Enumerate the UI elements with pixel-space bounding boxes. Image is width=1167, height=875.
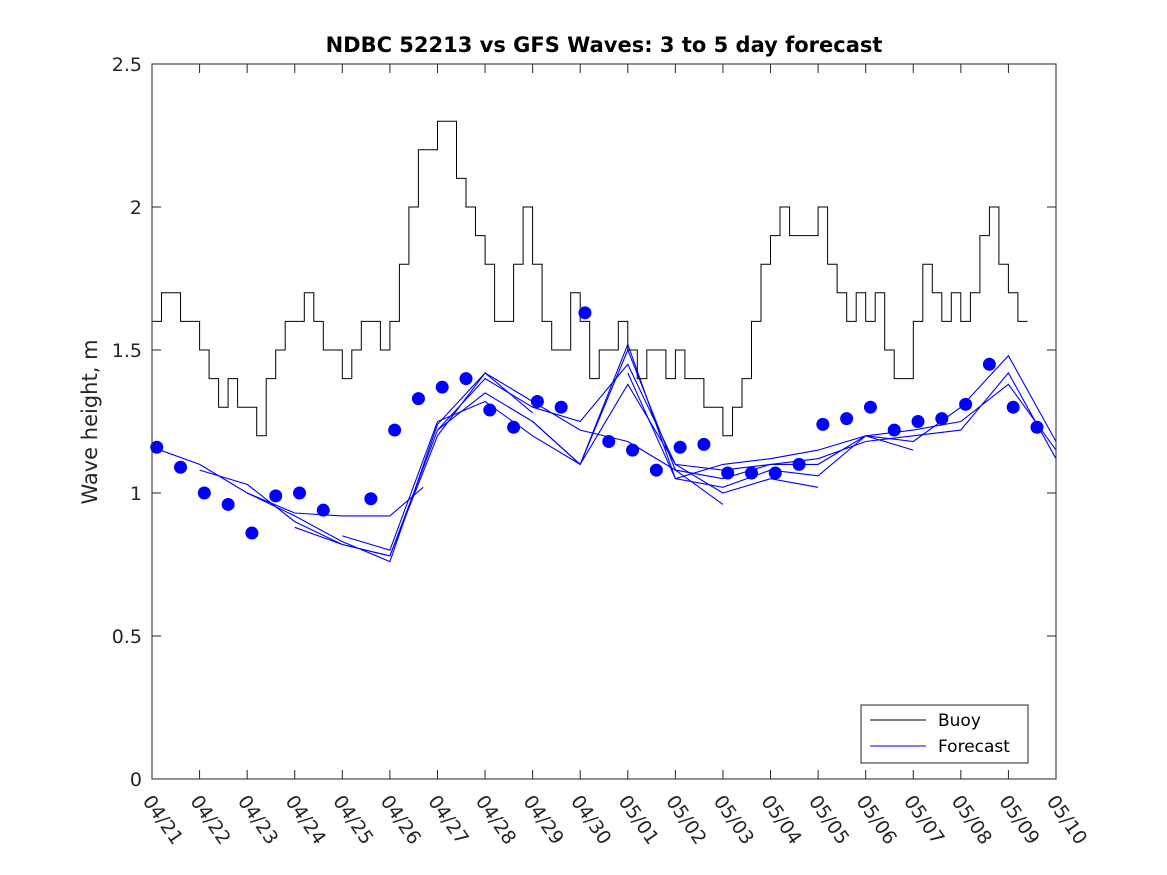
legend-buoy-label: Buoy [938,711,981,731]
forecast-marker [982,357,996,371]
forecast-marker [483,403,497,417]
forecast-marker [792,457,806,471]
y-tick-label: 2 [130,197,142,219]
axes-box [151,63,1057,780]
forecast-marker [840,412,854,426]
forecast-marker [459,372,473,386]
y-tick-label: 0.5 [112,626,142,648]
forecast-marker [150,440,164,454]
y-tick-label: 0 [130,769,142,791]
forecast-marker [863,400,877,414]
y-axis-label: Wave height, m [78,339,102,504]
forecast-marker [578,306,592,320]
forecast-marker [768,466,782,480]
forecast-marker [673,440,687,454]
forecast-marker [1030,420,1044,434]
forecast-marker [435,380,449,394]
legend: Buoy Forecast [860,704,1029,764]
forecast-marker [626,443,640,457]
forecast-marker [388,423,402,437]
forecast-marker [959,397,973,411]
forecast-run-line-7 [627,354,1057,480]
forecast-marker [316,503,330,517]
forecast-marker [197,486,211,500]
forecast-marker [245,526,259,540]
legend-box [860,704,1029,764]
forecast-marker [174,460,188,474]
chart-title: NDBC 52213 vs GFS Waves: 3 to 5 day fore… [326,33,883,57]
forecast-marker [697,437,711,451]
y-tick-label: 2.5 [112,54,142,76]
forecast-marker [530,394,544,408]
forecast-run-line-0 [151,446,424,517]
forecast-marker [744,466,758,480]
forecast-marker [554,400,568,414]
forecast-marker [816,417,830,431]
buoy-line [152,120,1028,437]
forecast-marker [364,492,378,506]
forecast-marker [507,420,521,434]
forecast-marker [911,415,925,428]
legend-forecast-label: Forecast [938,737,1010,757]
forecast-marker [269,489,283,503]
forecast-marker [292,486,306,500]
forecast-marker [1006,400,1020,414]
forecast-marker [411,392,425,406]
forecast-marker [221,497,235,511]
forecast-marker [602,435,616,449]
forecast-run-line-2 [246,372,724,563]
y-tick-label: 1.5 [112,340,142,362]
forecast-marker [935,412,949,426]
y-tick-label: 1 [130,483,142,505]
forecast-marker [649,463,663,477]
forecast-marker [887,423,901,437]
forecast-run-line-5 [437,363,1057,471]
forecast-marker [721,466,735,480]
